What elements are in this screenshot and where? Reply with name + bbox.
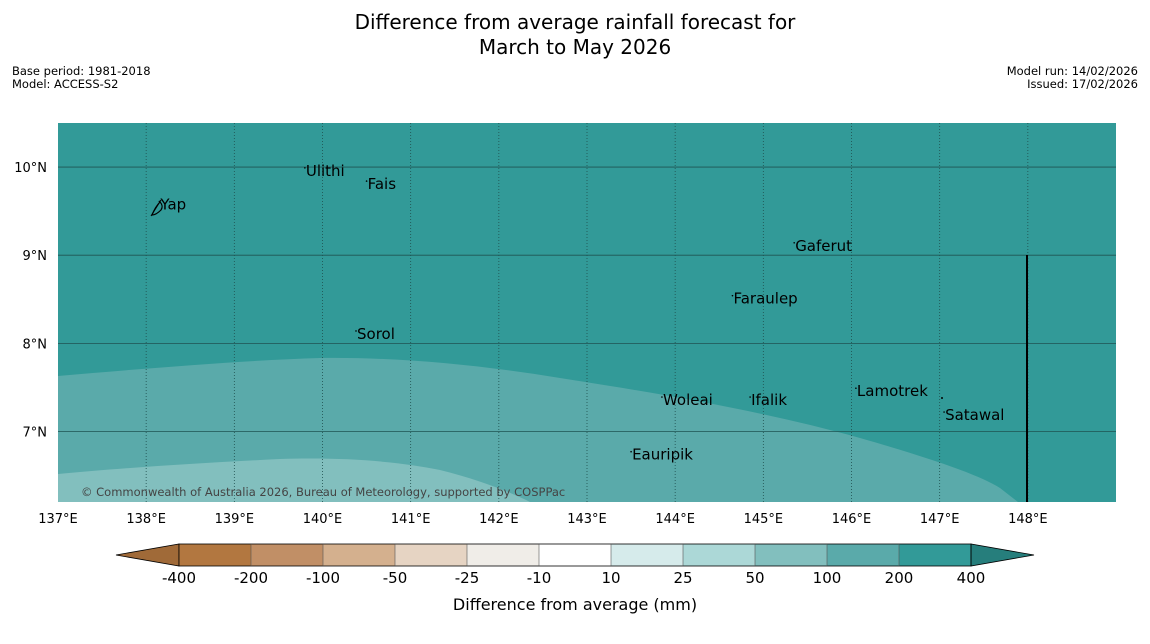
colorbar-extend-low <box>115 543 180 567</box>
place-label: Sorol <box>357 325 395 343</box>
map-area: Ulithi Fais Yap Gaferut Faraulep Sorol Lamotre… <box>14 123 1116 527</box>
lon-tick-label: 142°E <box>479 512 519 527</box>
place-labels: Ulithi Fais Yap Gaferut Faraulep Sorol Lamotre… <box>158 162 1004 464</box>
longitude-tick-labels: 137°E 138°E 139°E 140°E 141°E 142°E 143°E 144°E… <box>38 512 1047 527</box>
colorbar-tick-label: -50 <box>383 569 408 587</box>
lat-tick-label: 9°N <box>23 249 48 264</box>
lon-tick-label: 147°E <box>920 512 960 527</box>
meta-left: Base period: 1981-2018 Model: ACCESS-S2 <box>12 65 151 91</box>
place-label: Yap <box>159 195 186 213</box>
place-label: Ulithi <box>306 162 345 180</box>
colorbar-tick-label: 25 <box>673 569 692 587</box>
lat-tick-label: 8°N <box>23 337 48 352</box>
colorbar-tick-label: -400 <box>162 569 196 587</box>
colorbar-tick-label: 400 <box>957 569 986 587</box>
place-marker <box>943 411 945 413</box>
colorbar-tick-label: 200 <box>885 569 914 587</box>
place-marker <box>630 450 632 453</box>
place-label: Faraulep <box>733 290 797 308</box>
colorbar-bin <box>323 544 395 566</box>
colorbar-bin <box>611 544 683 566</box>
model-name: Model: ACCESS-S2 <box>12 77 119 91</box>
lon-tick-label: 140°E <box>303 512 343 527</box>
colorbar-frame <box>178 543 972 567</box>
place-marker <box>365 180 368 182</box>
lon-tick-label: 137°E <box>38 512 78 527</box>
anomaly-band-50-100 <box>58 458 530 502</box>
place-marker <box>304 167 306 169</box>
colorbar-bin <box>467 544 539 566</box>
lon-tick-label: 144°E <box>655 512 695 527</box>
title-line-1: Difference from average rainfall forecas… <box>354 10 796 34</box>
colorbar-tick-label: 10 <box>601 569 620 587</box>
place-marker <box>731 294 734 297</box>
colorbar-bin <box>179 544 251 566</box>
place-marker <box>158 200 161 203</box>
colorbar-tick-label: -25 <box>455 569 480 587</box>
island-dot <box>941 397 943 399</box>
place-label: Ifalik <box>751 391 787 409</box>
colorbar-bin <box>899 544 971 566</box>
colorbar-tick-label: 50 <box>745 569 764 587</box>
colorbar-tick-label: -10 <box>527 569 552 587</box>
colorbar-tick-label: -100 <box>306 569 340 587</box>
colorbar-bin <box>755 544 827 566</box>
lon-tick-label: 141°E <box>391 512 431 527</box>
graticule <box>58 123 1116 502</box>
lon-tick-label: 145°E <box>744 512 784 527</box>
colorbar-tick-label: -200 <box>234 569 268 587</box>
meta-right: Model run: 14/02/2026 Issued: 17/02/2026 <box>1007 65 1138 91</box>
lon-tick-label: 143°E <box>567 512 607 527</box>
colorbar-extend-high <box>970 543 1035 567</box>
place-label: Satawal <box>945 406 1004 424</box>
copyright-notice: © Commonwealth of Australia 2026, Bureau… <box>81 485 565 499</box>
place-marker <box>855 387 857 390</box>
place-label: Eauripik <box>632 446 693 464</box>
place-label: Fais <box>368 175 397 193</box>
title-line-2: March to May 2026 <box>478 35 672 59</box>
colorbar-bin <box>827 544 899 566</box>
place-label: Woleai <box>663 391 713 409</box>
issued-date: Issued: 17/02/2026 <box>1027 77 1138 91</box>
place-label: Lamotrek <box>857 382 928 400</box>
colorbar-label: Difference from average (mm) <box>453 595 697 614</box>
lon-tick-label: 139°E <box>215 512 255 527</box>
chart-title: Difference from average rainfall forecas… <box>0 10 1150 60</box>
base-period: Base period: 1981-2018 <box>12 64 151 78</box>
colorbar-bin <box>683 544 755 566</box>
colorbar-bin <box>395 544 467 566</box>
model-run: Model run: 14/02/2026 <box>1006 64 1138 78</box>
place-marker <box>749 396 751 398</box>
place-marker <box>355 330 357 332</box>
colorbar-tick-label: 100 <box>813 569 842 587</box>
latitude-tick-labels: 10°N 9°N 8°N 7°N <box>14 161 47 440</box>
lon-tick-label: 146°E <box>832 512 872 527</box>
lon-tick-label: 148°E <box>1008 512 1048 527</box>
lon-tick-label: 138°E <box>126 512 166 527</box>
colorbar-bin <box>251 544 323 566</box>
lat-tick-label: 10°N <box>14 161 47 176</box>
lat-tick-label: 7°N <box>23 425 48 440</box>
place-marker <box>793 242 795 244</box>
yap-island-spur <box>150 199 162 217</box>
place-marker <box>661 396 663 398</box>
place-label: Gaferut <box>795 237 852 255</box>
colorbar-bin <box>539 544 611 566</box>
colorbar: -400 -200 -100 -50 -25 -10 10 25 50 100 200 400 <box>115 543 1035 587</box>
